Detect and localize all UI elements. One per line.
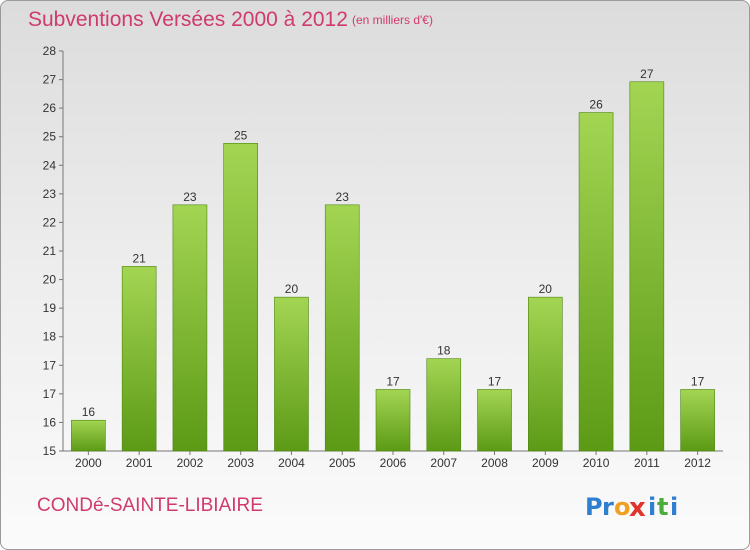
- y-tick-label: 28: [43, 44, 57, 58]
- bar: [324, 204, 360, 452]
- bar-value-label: 25: [234, 128, 248, 142]
- x-tick-label: 2009: [532, 456, 559, 470]
- x-tick-label: 2001: [126, 456, 153, 470]
- bar-value-label: 26: [589, 98, 603, 112]
- x-tick-label: 2008: [481, 456, 508, 470]
- bar: [680, 389, 715, 452]
- bar: [121, 266, 157, 452]
- bar-value-label: 18: [437, 344, 451, 358]
- svg-text:P: P: [585, 493, 603, 521]
- svg-text:r: r: [602, 493, 614, 521]
- y-tick-label: 16: [43, 415, 57, 429]
- svg-text:x: x: [629, 493, 646, 523]
- y-tick-label: 15: [43, 444, 57, 458]
- svg-text:t: t: [657, 493, 668, 521]
- bar-value-label: 21: [132, 251, 146, 265]
- bar-value-label: 23: [336, 190, 350, 204]
- y-tick-label: 17: [43, 387, 57, 401]
- bar: [172, 204, 208, 452]
- x-tick-label: 2003: [227, 456, 254, 470]
- bar-value-label: 17: [691, 374, 705, 388]
- bar-value-label: 23: [183, 190, 197, 204]
- svg-text:o: o: [614, 493, 631, 521]
- bar: [528, 296, 563, 452]
- y-tick-label: 23: [43, 187, 57, 201]
- y-tick-label: 21: [43, 244, 57, 258]
- chart-title: Subventions Versées 2000 à 2012: [28, 8, 348, 31]
- y-tick-label: 20: [43, 273, 57, 287]
- bar-value-label: 20: [285, 282, 299, 296]
- chart-subtitle: (en milliers d'€): [352, 13, 433, 27]
- bar: [426, 358, 462, 452]
- bar-value-label: 20: [539, 282, 553, 296]
- x-tick-label: 2012: [684, 456, 711, 470]
- bar-value-label: 17: [386, 374, 400, 388]
- y-tick-label: 25: [43, 130, 57, 144]
- proxiti-logo[interactable]: P r o x i t i: [583, 487, 693, 527]
- y-tick-label: 22: [43, 215, 57, 229]
- town-name: CONDé-SAINTE-LIBIAIRE: [37, 495, 263, 516]
- x-tick-label: 2007: [430, 456, 457, 470]
- x-tick-label: 2004: [278, 456, 305, 470]
- x-tick-label: 2000: [75, 456, 102, 470]
- bar: [223, 143, 258, 452]
- y-tick-label: 26: [43, 101, 57, 115]
- x-tick-label: 2006: [380, 456, 407, 470]
- bar: [274, 296, 309, 452]
- svg-text:i: i: [670, 493, 678, 521]
- bar: [71, 419, 106, 452]
- bar: [629, 81, 665, 452]
- y-tick-label: 27: [43, 73, 57, 87]
- y-tick-label: 24: [43, 158, 57, 172]
- y-tick-label: 18: [43, 330, 57, 344]
- bar-value-label: 27: [640, 67, 654, 81]
- x-tick-label: 2005: [329, 456, 356, 470]
- bar: [375, 389, 411, 452]
- svg-text:i: i: [648, 493, 656, 521]
- bar: [578, 112, 614, 452]
- bar-value-label: 16: [82, 405, 96, 419]
- y-tick-label: 17: [43, 358, 57, 372]
- x-tick-label: 2002: [177, 456, 204, 470]
- x-tick-label: 2010: [583, 456, 610, 470]
- bar-value-label: 17: [488, 374, 502, 388]
- bar: [477, 389, 512, 452]
- y-tick-label: 19: [43, 301, 57, 315]
- x-tick-label: 2011: [634, 456, 660, 470]
